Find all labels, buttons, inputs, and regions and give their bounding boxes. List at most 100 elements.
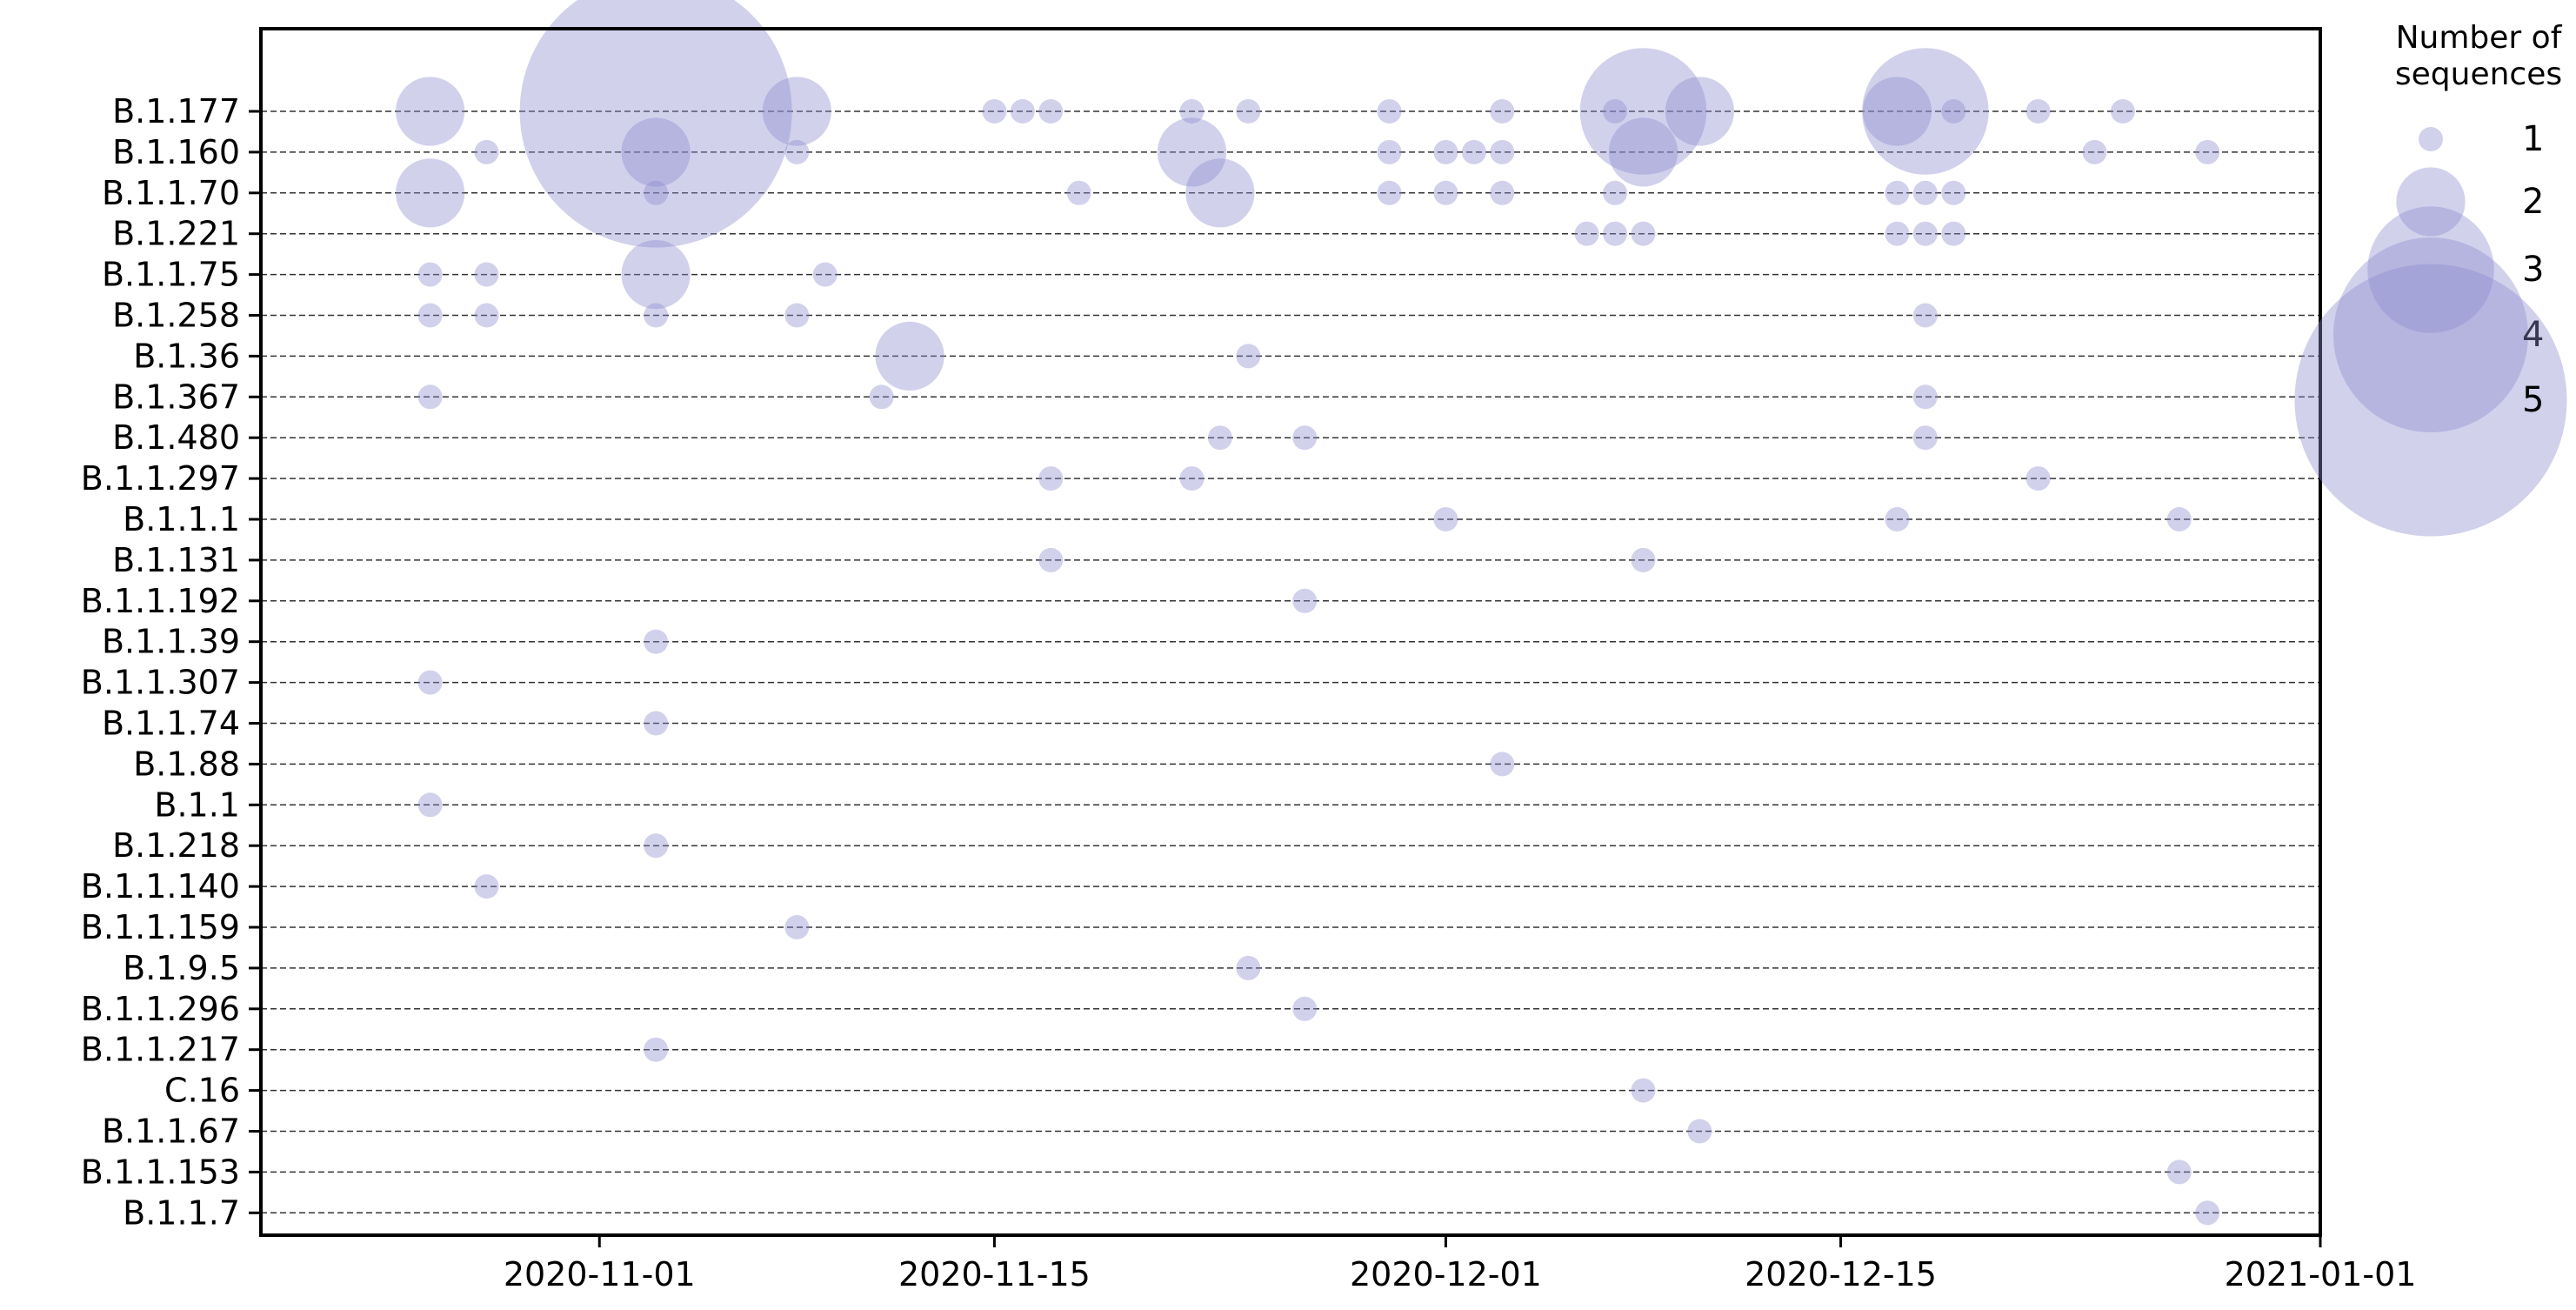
- data-point: [2195, 139, 2220, 164]
- data-point: [1941, 99, 1966, 124]
- data-point: [1292, 425, 1318, 451]
- y-axis: B.1.177B.1.160B.1.1.70B.1.221B.1.1.75B.1…: [81, 92, 261, 1232]
- data-point: [1207, 425, 1232, 451]
- data-point: [1862, 77, 1932, 146]
- data-point: [1885, 221, 1910, 246]
- data-point: [1292, 996, 1318, 1021]
- legend-marker: [2367, 206, 2494, 333]
- data-point: [417, 262, 443, 287]
- data-point: [1179, 466, 1205, 491]
- data-point: [644, 711, 669, 736]
- data-point: [1579, 48, 1707, 175]
- data-point: [1912, 425, 1938, 451]
- data-point: [1377, 180, 1402, 205]
- data-point: [784, 303, 810, 328]
- y-tick-label: B.1.1.1: [123, 500, 240, 538]
- data-point: [1912, 221, 1938, 246]
- data-point: [1912, 303, 1938, 328]
- data-point: [644, 833, 669, 859]
- data-point: [1490, 180, 1515, 205]
- y-tick-label: B.1.177: [112, 92, 240, 130]
- y-tick-label: B.1.1.7: [123, 1193, 240, 1232]
- data-point: [1433, 507, 1458, 531]
- legend-title: Number of: [2396, 20, 2563, 56]
- data-point: [2166, 507, 2192, 531]
- data-point: [812, 262, 838, 287]
- y-tick-label: B.1.218: [112, 826, 240, 865]
- data-point: [1912, 180, 1938, 205]
- legend-label: 4: [2522, 315, 2544, 355]
- data-point: [875, 321, 944, 391]
- x-tick-label: 2021-01-01: [2225, 1255, 2417, 1293]
- data-point: [1603, 180, 1628, 205]
- data-point: [1066, 180, 1091, 205]
- y-tick-label: B.1.1.39: [102, 623, 240, 661]
- data-point: [396, 77, 465, 146]
- data-point: [1185, 158, 1255, 228]
- y-tick-label: B.1.1.296: [81, 990, 240, 1028]
- legend-marker: [2419, 127, 2443, 151]
- data-point: [644, 180, 669, 205]
- data-point: [869, 384, 894, 410]
- data-point: [2082, 139, 2107, 164]
- data-point: [644, 303, 669, 328]
- data-point: [417, 670, 443, 695]
- data-point: [644, 629, 669, 654]
- data-point: [474, 303, 499, 328]
- y-tick-label: B.1.1.307: [81, 664, 240, 702]
- data-point: [1292, 588, 1318, 613]
- data-point: [1885, 507, 1910, 531]
- x-tick-label: 2020-12-15: [1745, 1255, 1937, 1293]
- data-point: [396, 158, 465, 228]
- legend-label: 5: [2522, 380, 2544, 420]
- data-points: [396, 0, 2220, 1226]
- data-point: [1885, 180, 1910, 205]
- y-tick-label: B.1.1.140: [81, 867, 240, 906]
- y-tick-label: B.1.36: [133, 337, 240, 375]
- data-point: [1236, 344, 1261, 369]
- data-point: [762, 77, 831, 146]
- data-point: [1687, 1119, 1712, 1144]
- y-tick-label: B.1.1.67: [102, 1113, 240, 1151]
- plot-frame: [259, 27, 2322, 1237]
- data-point: [1236, 99, 1261, 124]
- data-point: [1631, 221, 1656, 246]
- data-point: [1038, 466, 1064, 491]
- y-tick-label: B.1.1.153: [81, 1153, 240, 1191]
- data-point: [621, 240, 691, 310]
- data-point: [1862, 48, 1989, 175]
- data-point: [1490, 99, 1515, 124]
- y-tick-label: B.1.221: [112, 215, 240, 253]
- x-tick-label: 2020-12-01: [1350, 1255, 1542, 1293]
- y-tick-label: B.1.1.74: [102, 705, 240, 743]
- data-point: [784, 915, 810, 939]
- legend-marker: [2294, 264, 2567, 537]
- y-tick-label: B.1.1.192: [81, 582, 240, 620]
- data-point: [2166, 1160, 2192, 1185]
- data-point: [1433, 180, 1458, 205]
- data-point: [1941, 221, 1966, 246]
- data-point: [474, 139, 499, 164]
- data-point: [2025, 99, 2051, 124]
- data-point: [1377, 139, 1402, 164]
- legend-marker: [2396, 167, 2466, 237]
- data-point: [519, 0, 792, 248]
- legend-label: 2: [2522, 182, 2544, 222]
- data-point: [1010, 99, 1035, 124]
- legend-label: 3: [2522, 250, 2544, 290]
- data-point: [1236, 955, 1261, 980]
- legend-title: sequences: [2395, 57, 2562, 92]
- data-point: [1179, 99, 1205, 124]
- data-point: [784, 139, 810, 164]
- y-tick-label: B.1.1.217: [81, 1031, 240, 1069]
- x-tick-label: 2020-11-15: [898, 1255, 1091, 1293]
- data-point: [1433, 139, 1458, 164]
- data-point: [417, 303, 443, 328]
- data-point: [1631, 1078, 1656, 1103]
- y-tick-label: B.1.160: [112, 133, 240, 171]
- data-point: [1912, 384, 1938, 410]
- y-tick-label: B.1.1.159: [81, 908, 240, 946]
- data-point: [2195, 1200, 2220, 1226]
- data-point: [1941, 180, 1966, 205]
